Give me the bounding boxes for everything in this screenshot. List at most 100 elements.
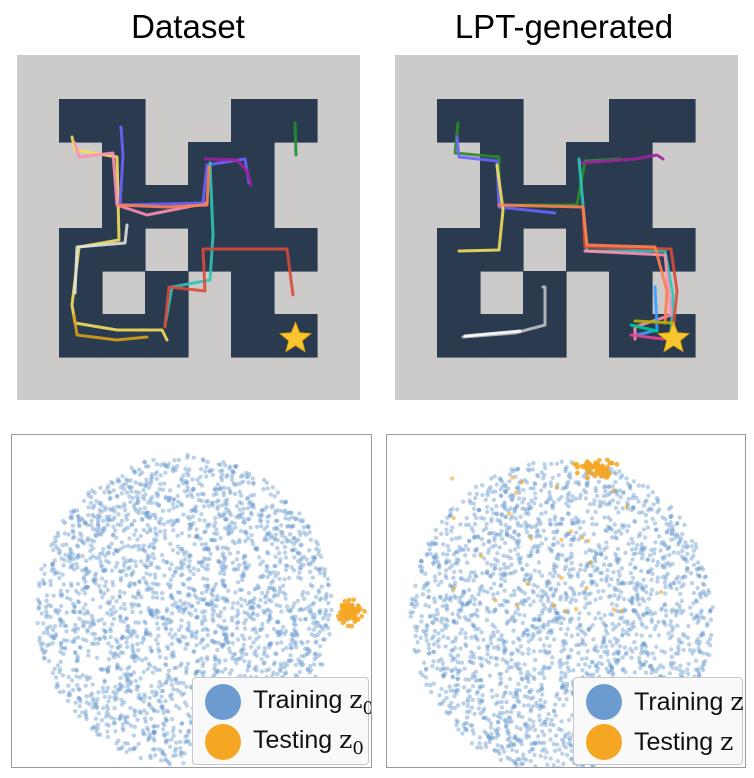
scatter-point — [220, 551, 226, 556]
scatter-point — [208, 551, 213, 556]
scatter-point — [258, 561, 263, 567]
scatter-point — [130, 631, 135, 636]
scatter-point — [701, 660, 706, 665]
scatter-point — [569, 560, 574, 566]
scatter-point — [632, 519, 637, 525]
scatter-point — [274, 619, 279, 624]
scatter-point — [515, 503, 520, 508]
scatter-point — [74, 543, 80, 548]
scatter-point — [283, 499, 288, 505]
scatter-point — [199, 637, 205, 643]
scatter-point — [139, 516, 144, 521]
scatter-point — [117, 593, 122, 598]
scatter-point — [525, 627, 530, 633]
scatter-point — [439, 686, 444, 692]
scatter-point — [201, 458, 206, 463]
scatter-point — [83, 712, 88, 717]
scatter-point — [640, 623, 645, 628]
scatter-point — [165, 646, 171, 651]
scatter-point — [185, 480, 190, 485]
scatter-point — [678, 668, 683, 673]
scatter-point — [179, 503, 185, 508]
scatter-point — [484, 509, 490, 515]
scatter-point — [636, 483, 641, 488]
scatter-point — [452, 705, 458, 711]
scatter-point — [93, 716, 99, 721]
scatter-point — [637, 659, 642, 664]
scatter-point — [535, 472, 540, 478]
scatter-point — [516, 649, 521, 654]
scatter-point — [260, 625, 265, 631]
scatter-point — [220, 553, 225, 559]
scatter-point — [182, 635, 188, 640]
scatter-point — [510, 705, 515, 710]
scatter-point — [447, 596, 452, 601]
scatter-point — [223, 625, 229, 630]
scatter-point — [278, 661, 283, 666]
scatter-point — [185, 593, 190, 598]
scatter-point — [517, 558, 522, 564]
scatter-point — [456, 558, 461, 563]
scatter-point — [564, 484, 569, 490]
scatter-point — [541, 625, 547, 630]
scatter-point — [254, 668, 259, 673]
scatter-point — [642, 642, 647, 647]
scatter-point — [539, 470, 544, 475]
scatter-point — [700, 651, 705, 656]
scatter-point — [611, 627, 616, 632]
scatter-point — [205, 643, 210, 648]
scatter-point — [593, 486, 598, 491]
scatter-point — [283, 508, 288, 513]
scatter-point — [101, 627, 107, 632]
scatter-point — [601, 494, 606, 499]
scatter-point — [164, 621, 169, 626]
scatter-point — [226, 526, 231, 531]
scatter-point — [596, 542, 601, 548]
scatter-point — [228, 649, 233, 655]
scatter-point — [140, 470, 145, 475]
scatter-point — [607, 500, 612, 505]
scatter-point — [92, 622, 97, 627]
scatter-point — [265, 574, 270, 580]
scatter-point — [140, 658, 145, 663]
scatter-point — [470, 622, 475, 627]
scatter-point — [455, 687, 460, 693]
scatter-point — [76, 591, 82, 596]
scatter-point — [220, 669, 225, 675]
scatter-point — [667, 527, 672, 532]
scatter-point — [519, 738, 524, 743]
scatter-point — [292, 618, 297, 623]
scatter-point — [116, 512, 121, 517]
scatter-point — [155, 724, 160, 729]
scatter-point — [656, 507, 662, 512]
scatter-point — [486, 660, 492, 665]
scatter-point — [119, 518, 125, 523]
scatter-point — [36, 605, 41, 610]
scatter-point — [639, 556, 645, 561]
scatter-point — [126, 628, 131, 634]
scatter-point — [663, 561, 669, 567]
scatter-point — [480, 483, 485, 488]
scatter-point — [289, 547, 295, 553]
scatter-point — [514, 687, 519, 692]
scatter-point — [196, 600, 201, 605]
scatter-point — [165, 672, 171, 677]
scatter-point — [43, 604, 49, 610]
scatter-point — [282, 544, 288, 550]
scatter-point — [94, 527, 99, 532]
scatter-point — [151, 540, 157, 546]
scatter-point — [203, 546, 208, 551]
scatter-point — [301, 525, 306, 530]
scatter-point — [559, 675, 564, 680]
scatter-point — [519, 741, 524, 747]
scatter-point — [223, 463, 228, 468]
scatter-point — [175, 517, 181, 523]
scatter-point — [204, 499, 209, 504]
scatter-point — [212, 585, 217, 590]
scatter-point-testing — [337, 616, 342, 622]
scatter-point — [93, 532, 98, 538]
scatter-point — [86, 512, 91, 518]
scatter-point — [499, 479, 505, 484]
scatter-point — [543, 650, 548, 655]
scatter-point — [131, 733, 137, 738]
